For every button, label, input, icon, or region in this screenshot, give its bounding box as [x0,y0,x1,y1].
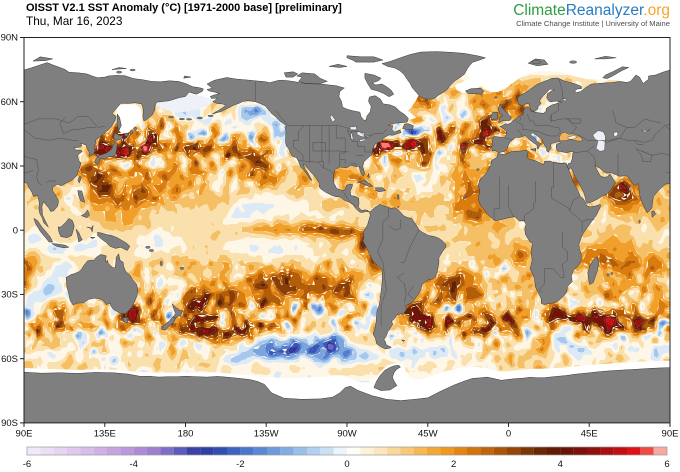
svg-text:2: 2 [451,459,456,470]
svg-text:0: 0 [13,225,18,236]
svg-text:60S: 60S [1,354,18,365]
svg-text:-2: -2 [236,459,244,470]
svg-text:90W: 90W [337,428,357,439]
svg-text:6: 6 [664,459,669,470]
svg-text:180: 180 [178,428,194,439]
svg-text:135E: 135E [94,428,116,439]
svg-text:30S: 30S [1,290,18,301]
svg-text:ClimateReanalyzer.org: ClimateReanalyzer.org [513,2,670,19]
svg-text:45E: 45E [581,428,598,439]
svg-text:0: 0 [344,459,349,470]
svg-text:45W: 45W [418,428,438,439]
svg-text:-4: -4 [129,459,137,470]
svg-text:90E: 90E [16,428,33,439]
svg-text:90S: 90S [1,418,18,429]
svg-text:60N: 60N [1,97,19,108]
svg-text:30N: 30N [1,161,19,172]
svg-text:90N: 90N [1,33,19,44]
svg-text:0: 0 [506,428,511,439]
svg-text:90E: 90E [662,428,679,439]
svg-text:Thu, Mar 16, 2023: Thu, Mar 16, 2023 [26,14,123,28]
svg-text:Climate Change Institute | Uni: Climate Change Institute | University of… [516,19,670,28]
svg-text:135W: 135W [254,428,279,439]
svg-text:-6: -6 [23,459,31,470]
svg-text:4: 4 [558,459,563,470]
svg-text:OISST V2.1 SST Anomaly (°C) [1: OISST V2.1 SST Anomaly (°C) [1971-2000 b… [26,2,342,14]
